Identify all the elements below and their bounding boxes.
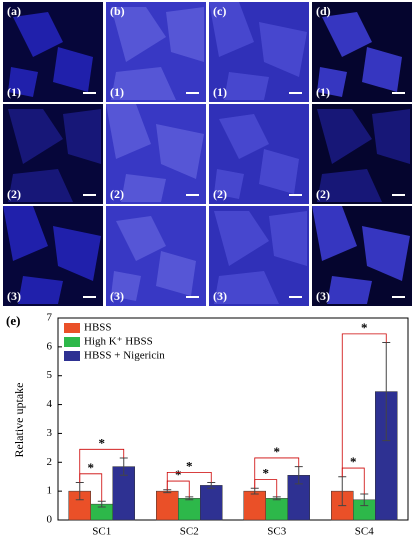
cell-shape <box>106 104 151 159</box>
cell-shape <box>224 72 269 100</box>
cell-shape <box>322 12 372 57</box>
cell-shape <box>3 206 48 261</box>
y-tick-label: 6 <box>47 340 53 352</box>
bar <box>178 498 201 521</box>
cell-shape <box>209 2 254 57</box>
error-bar <box>207 481 216 489</box>
cell-shape <box>111 7 166 62</box>
cell-shape <box>219 114 269 159</box>
legend-swatch <box>64 337 80 347</box>
y-tick-label: 1 <box>47 485 53 497</box>
panel-label: (e) <box>6 313 20 328</box>
bar <box>156 490 179 521</box>
legend-swatch <box>64 351 80 361</box>
y-tick-label: 2 <box>47 456 53 468</box>
row-label: (2) <box>316 187 330 201</box>
error-bar <box>360 493 369 507</box>
legend-label: High K⁺ HBSS <box>84 336 153 348</box>
row-label: (3) <box>7 289 21 303</box>
cell-shape <box>156 124 204 179</box>
significance-mark: * <box>361 320 368 335</box>
row-label: (3) <box>213 289 227 303</box>
y-tick-label: 5 <box>47 369 53 381</box>
significance-mark: * <box>350 454 357 469</box>
cell-shape <box>259 149 299 194</box>
cell-shape <box>317 169 382 202</box>
y-tick-label: 0 <box>47 514 53 526</box>
y-axis-label: Relative uptake <box>12 383 26 458</box>
y-tick-label: 7 <box>47 312 53 324</box>
row-label: (1) <box>7 85 21 99</box>
significance-bracket <box>166 471 212 490</box>
cell-shape <box>8 109 63 164</box>
significance-bracket <box>79 448 125 483</box>
cell-shape <box>362 47 402 92</box>
row-label: (3) <box>110 289 124 303</box>
x-tick-label: SC2 <box>180 526 199 537</box>
cell-shape <box>13 12 63 57</box>
significance-bracket <box>341 467 365 495</box>
cell-shape <box>312 206 357 261</box>
cell-shape <box>372 109 410 164</box>
cell-shape <box>214 169 244 199</box>
cell-shape <box>121 174 166 202</box>
cell-shape <box>53 226 101 281</box>
significance-mark: * <box>263 466 270 481</box>
legend-label: HBSS <box>84 322 112 334</box>
cell-shape <box>214 271 279 304</box>
column-label: (c) <box>213 4 226 18</box>
row-label: (2) <box>110 187 124 201</box>
bar <box>265 498 288 521</box>
error-bar <box>75 481 84 501</box>
cell-shape <box>18 276 63 304</box>
row-label: (2) <box>213 187 227 201</box>
cell-shape <box>63 109 101 164</box>
row-label: (1) <box>110 85 124 99</box>
cell-shape <box>327 276 372 304</box>
x-tick-label: SC1 <box>92 526 111 537</box>
error-bar <box>382 342 391 442</box>
cell-shape <box>8 169 73 202</box>
cell-shape <box>317 109 372 164</box>
y-tick-label: 3 <box>47 427 53 439</box>
cell-shape <box>362 226 410 281</box>
y-tick-label: 4 <box>47 398 53 410</box>
row-label: (1) <box>316 85 330 99</box>
column-label: (d) <box>316 4 331 18</box>
plot-frame <box>57 317 409 521</box>
error-bar <box>97 500 106 508</box>
cell-shape <box>317 67 347 97</box>
cell-shape <box>166 7 204 62</box>
legend-swatch <box>64 323 80 333</box>
cell-shape <box>111 67 176 100</box>
cell-shape <box>8 67 38 97</box>
column-label: (a) <box>7 4 21 18</box>
row-label: (3) <box>316 289 330 303</box>
bar <box>200 485 223 521</box>
cell-shape <box>111 271 141 301</box>
significance-mark: * <box>88 460 95 475</box>
significance-mark: * <box>274 444 281 459</box>
cell-shape <box>259 22 307 77</box>
significance-mark: * <box>175 467 182 482</box>
cell-shape <box>214 211 269 266</box>
cell-shape <box>116 216 166 261</box>
cell-shape <box>53 47 93 92</box>
legend-label: HBSS + Nigericin <box>84 350 165 362</box>
row-label: (2) <box>7 187 21 201</box>
bar <box>243 490 266 521</box>
significance-bracket <box>341 333 387 477</box>
row-label: (1) <box>213 85 227 99</box>
significance-mark: * <box>99 435 106 450</box>
significance-mark: * <box>186 458 193 473</box>
significance-bracket <box>254 457 300 489</box>
cell-shape <box>156 251 196 296</box>
x-tick-label: SC4 <box>355 526 374 537</box>
cell-shape <box>269 211 307 266</box>
column-label: (b) <box>110 4 125 18</box>
x-tick-label: SC3 <box>267 526 286 537</box>
